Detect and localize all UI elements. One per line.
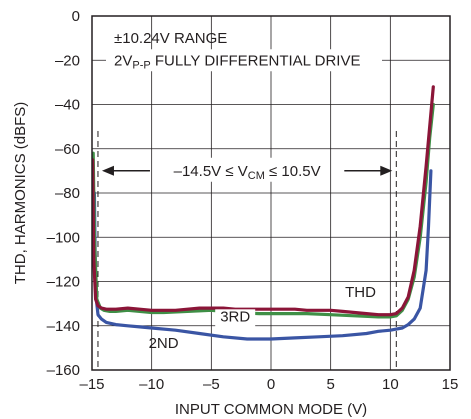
left-arrowhead-icon [101, 165, 114, 176]
plot-frame [91, 15, 451, 371]
series-line-thd [92, 85, 435, 317]
y-tick-label: –80 [55, 185, 80, 202]
y-tick-label: –100 [47, 229, 80, 246]
x-axis-label: INPUT COMMON MODE (V) [175, 401, 367, 418]
series-line-2nd [92, 169, 433, 341]
y-tick-label: –60 [55, 141, 80, 158]
annotation-range: ±10.24V RANGE [114, 30, 227, 47]
curve-label-2nd: 2ND [149, 335, 179, 352]
annotation-vcm-range: –14.5V ≤ VCM ≤ 10.5V [174, 163, 321, 182]
y-tick-label: –40 [55, 97, 80, 114]
series-layer [92, 85, 435, 341]
y-axis-label: THD, HARMONICS (dBFS) [12, 102, 29, 285]
series-line-3rd [92, 102, 435, 319]
annotation-layer: ±10.24V RANGE 2VP-P FULLY DIFFERENTIAL D… [97, 30, 397, 370]
curve-labels: THD 3RD 2ND [149, 284, 376, 352]
y-tick-label: –140 [47, 318, 80, 335]
x-tick-label: –15 [79, 376, 104, 393]
y-tick-labels: 0 –20 –40 –60 –80 –100 –120 –140 –160 [47, 8, 80, 379]
curve-label-thd: THD [345, 284, 376, 301]
y-tick-label: –120 [47, 274, 80, 291]
x-tick-label: 10 [382, 376, 399, 393]
x-tick-label: –5 [203, 376, 220, 393]
grid-lines [92, 16, 450, 370]
curve-label-background [215, 309, 256, 328]
y-tick-label: –160 [47, 362, 80, 379]
x-tick-label: 5 [326, 376, 334, 393]
annotation-drive: 2VP-P FULLY DIFFERENTIAL DRIVE [114, 52, 360, 71]
right-arrowhead-icon [380, 165, 393, 176]
y-tick-label: –20 [55, 52, 80, 69]
x-tick-label: –10 [139, 376, 164, 393]
y-tick-label: 0 [72, 8, 80, 25]
x-tick-labels: –15 –10 –5 0 5 10 15 [79, 376, 458, 393]
range-label-background [169, 157, 326, 182]
x-tick-label: 0 [267, 376, 275, 393]
x-tick-label: 15 [442, 376, 459, 393]
annotation-background [106, 49, 382, 72]
curve-label-3rd: 3RD [220, 308, 250, 325]
